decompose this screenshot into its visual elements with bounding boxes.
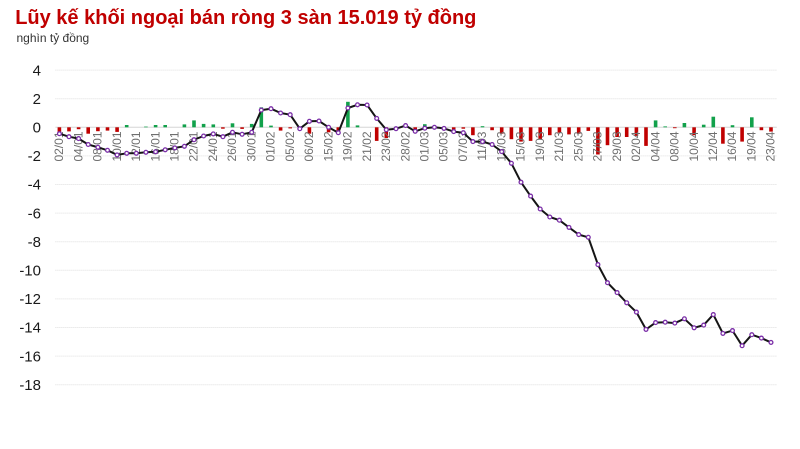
svg-text:29/03: 29/03 [610, 131, 624, 161]
svg-text:-8: -8 [28, 234, 41, 251]
svg-text:-12: -12 [19, 291, 41, 308]
svg-text:15/03: 15/03 [514, 131, 528, 161]
svg-text:28/02: 28/02 [398, 131, 412, 161]
svg-text:-6: -6 [28, 205, 41, 222]
svg-text:25/03: 25/03 [571, 131, 585, 161]
svg-text:01/03: 01/03 [418, 131, 432, 161]
svg-text:4: 4 [33, 62, 41, 79]
svg-text:07/03: 07/03 [456, 131, 470, 161]
svg-text:06/02: 06/02 [302, 131, 316, 161]
svg-text:05/02: 05/02 [283, 131, 297, 161]
svg-text:21/02: 21/02 [360, 131, 374, 161]
svg-text:23/02: 23/02 [379, 131, 393, 161]
svg-text:-2: -2 [28, 148, 41, 165]
svg-text:21/03: 21/03 [552, 131, 566, 161]
svg-text:22/01: 22/01 [187, 131, 201, 161]
svg-text:01/02: 01/02 [264, 131, 278, 161]
svg-text:-16: -16 [19, 348, 41, 365]
svg-text:10/04: 10/04 [687, 131, 701, 161]
svg-text:-10: -10 [19, 263, 41, 280]
svg-text:11/03: 11/03 [475, 131, 489, 160]
svg-text:0: 0 [33, 120, 41, 137]
svg-text:2: 2 [33, 91, 41, 108]
svg-text:04/04: 04/04 [648, 131, 662, 161]
svg-text:19/03: 19/03 [533, 131, 547, 161]
svg-text:27/03: 27/03 [591, 131, 605, 161]
svg-text:12/01: 12/01 [129, 131, 143, 161]
svg-text:08/04: 08/04 [668, 131, 682, 161]
svg-text:24/01: 24/01 [206, 131, 220, 161]
svg-text:-18: -18 [19, 377, 41, 394]
svg-text:12/04: 12/04 [706, 131, 720, 161]
svg-text:02/04: 02/04 [629, 131, 643, 161]
svg-text:15/02: 15/02 [321, 131, 335, 161]
svg-text:05/03: 05/03 [437, 131, 451, 161]
svg-text:19/02: 19/02 [341, 131, 355, 161]
svg-text:26/01: 26/01 [225, 131, 239, 161]
svg-text:30/01: 30/01 [244, 131, 258, 161]
svg-text:19/04: 19/04 [745, 131, 759, 161]
svg-text:-4: -4 [28, 177, 41, 194]
svg-text:16/04: 16/04 [725, 131, 739, 161]
svg-text:23/04: 23/04 [764, 131, 778, 161]
svg-text:16/01: 16/01 [148, 131, 162, 161]
svg-text:-14: -14 [19, 320, 41, 337]
svg-text:04/01: 04/01 [71, 131, 85, 161]
svg-text:02/01: 02/01 [52, 131, 66, 161]
